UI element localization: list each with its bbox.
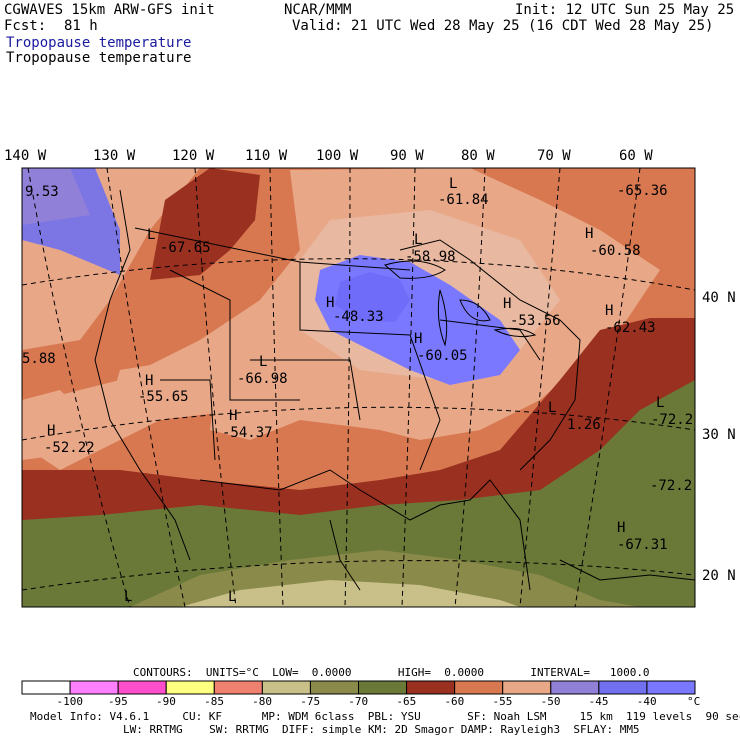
legend-tick-label: -40: [636, 695, 657, 708]
map-value-label: -67.31: [617, 537, 668, 553]
legend-swatch: [502, 680, 552, 695]
low-marker: L: [259, 354, 268, 370]
map-value-label: -60.58: [590, 243, 641, 259]
legend-tick-label: -75: [300, 695, 321, 708]
high-marker: H: [503, 296, 512, 312]
valid-time: Valid: 21 UTC Wed 28 May 25 (16 CDT Wed …: [292, 18, 714, 34]
legend-tick-label: -95: [107, 695, 128, 708]
high-marker: H: [229, 408, 238, 424]
legend-swatch: [261, 680, 311, 695]
high-marker: H: [585, 226, 594, 242]
low-marker: L: [656, 395, 665, 411]
field-title-blue: Tropopause temperature: [6, 35, 192, 51]
model-title: CGWAVES 15km ARW-GFS init: [4, 2, 215, 18]
low-marker: L: [147, 227, 156, 243]
init-time: Init: 12 UTC Sun 25 May 25: [515, 2, 735, 18]
legend-swatch: [213, 680, 263, 695]
legend-tick-label: -55: [492, 695, 513, 708]
low-marker: L: [548, 400, 557, 416]
legend-tick-label: -80: [252, 695, 273, 708]
map-value-label: 1.26: [567, 417, 601, 433]
legend-tick-label: -70: [348, 695, 369, 708]
lon-label: 90 W: [390, 148, 424, 164]
high-marker: H: [145, 373, 154, 389]
high-marker: H: [617, 520, 626, 536]
map-value-label: -67.65: [160, 240, 211, 256]
legend-swatch: [309, 680, 359, 695]
map-value-label: -62.43: [605, 320, 656, 336]
map-value-label: -48.33: [333, 309, 384, 325]
forecast-hour: 81 h: [64, 18, 98, 34]
lon-label: 70 W: [537, 148, 571, 164]
lon-label: 120 W: [172, 148, 215, 164]
legend-swatch: [646, 680, 696, 695]
legend-tick-label: -50: [540, 695, 561, 708]
legend-tick-label: -60: [444, 695, 465, 708]
legend-swatch: [454, 680, 504, 695]
lon-label: 100 W: [316, 148, 359, 164]
lat-label: 40 N: [702, 290, 736, 306]
legend-tick-label: -85: [204, 695, 224, 708]
map-value-label: -53.56: [510, 313, 561, 329]
contours-info: CONTOURS: UNITS=°C LOW= 0.0000 HIGH= 0.0…: [133, 666, 650, 679]
physics-info: LW: RRTMG SW: RRTMG DIFF: simple KM: 2D …: [123, 723, 640, 736]
lat-label: 20 N: [702, 568, 736, 584]
map-value-label: 9.53: [25, 184, 59, 200]
center-name: NCAR/MMM: [284, 2, 352, 18]
lat-label: 30 N: [702, 427, 736, 443]
low-marker: L: [228, 589, 237, 605]
legend-swatch: [21, 680, 71, 695]
legend-swatch: [117, 680, 167, 695]
map-value-label: -66.98: [237, 371, 288, 387]
lon-label: 60 W: [619, 148, 653, 164]
high-marker: H: [414, 331, 423, 347]
lon-label: 80 W: [461, 148, 495, 164]
legend-swatch: [165, 680, 215, 695]
high-marker: H: [605, 303, 614, 319]
legend-tick-label: -100: [56, 695, 83, 708]
map-value-label: -65.36: [617, 183, 668, 199]
low-marker: L: [414, 232, 423, 248]
lon-label: 130 W: [93, 148, 136, 164]
legend-swatch: [358, 680, 408, 695]
lon-label: 140 W: [4, 148, 47, 164]
model-info: Model Info: V4.6.1 CU: KF MP: WDM 6class…: [30, 710, 740, 723]
map-value-label: -54.37: [222, 425, 273, 441]
forecast-label: Fcst:: [4, 18, 47, 34]
legend-tick-label: -90: [156, 695, 176, 708]
legend-unit: °C: [687, 695, 701, 708]
legend-tick-label: -65: [396, 695, 417, 708]
low-marker: L: [124, 589, 133, 605]
high-marker: H: [47, 423, 56, 439]
high-marker: H: [326, 295, 335, 311]
map-value-label: -58.98: [405, 249, 456, 265]
map-value-label: -72.2: [650, 478, 693, 494]
lon-label: 110 W: [245, 148, 288, 164]
map-value-label: -72.2: [651, 412, 694, 428]
legend-swatch: [550, 680, 600, 695]
map-value-label: -52.22: [44, 440, 95, 456]
map-value-label: -61.84: [438, 192, 489, 208]
map-value-label: 5.88: [22, 351, 56, 367]
map-value-label: -60.05: [417, 348, 468, 364]
field-title: Tropopause temperature: [6, 50, 192, 66]
legend-swatch: [598, 680, 648, 695]
legend-tick-label: -45: [588, 695, 609, 708]
legend-swatch: [69, 680, 119, 695]
low-marker: L: [449, 176, 458, 192]
map-value-label: -55.65: [138, 389, 189, 405]
legend-swatch: [406, 680, 456, 695]
